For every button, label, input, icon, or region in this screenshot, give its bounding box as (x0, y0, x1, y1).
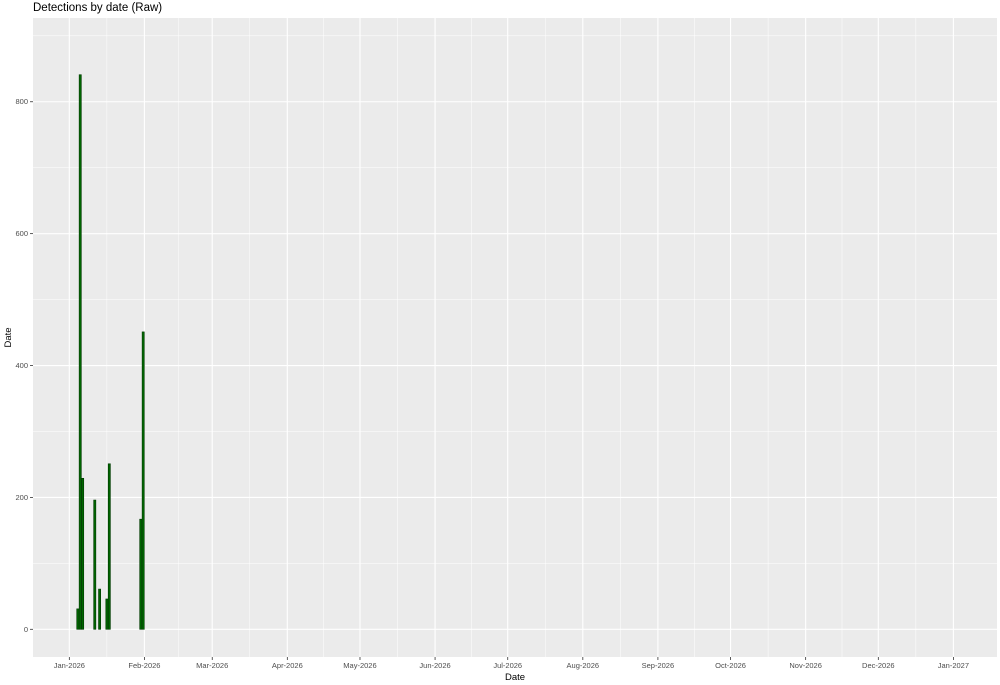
bar (141, 331, 145, 630)
x-tick-label: Feb-2026 (128, 661, 160, 670)
x-tick-label: Jun-2026 (419, 661, 450, 670)
x-tick-label: Apr-2026 (272, 661, 303, 670)
bar (139, 518, 143, 630)
x-axis-label: Date (505, 672, 525, 683)
x-tick-label: Oct-2026 (715, 661, 746, 670)
y-axis-label: Date (3, 327, 14, 347)
plot-panel (33, 18, 997, 657)
y-tick-label: 600 (15, 229, 28, 238)
chart-title: Detections by date (Raw) (33, 2, 163, 14)
x-tick-label: Nov-2026 (789, 661, 822, 670)
gridlines (33, 18, 997, 657)
x-tick-label: May-2026 (343, 661, 376, 670)
x-tick-label: Jul-2026 (493, 661, 522, 670)
y-tick-label: 0 (24, 625, 28, 634)
bar (93, 499, 97, 630)
bar (98, 588, 101, 630)
bar (107, 463, 111, 630)
bar (105, 598, 109, 630)
x-tick-label: Jan-2026 (54, 661, 85, 670)
y-tick-label: 800 (15, 97, 28, 106)
y-tick-label: 200 (15, 493, 28, 502)
bar (76, 608, 80, 630)
x-tick-label: Aug-2026 (567, 661, 600, 670)
x-tick-label: Mar-2026 (196, 661, 228, 670)
x-tick-label: Sep-2026 (642, 661, 675, 670)
x-tick-label: Jan-2027 (938, 661, 969, 670)
bars (76, 74, 145, 630)
x-tick-label: Dec-2026 (862, 661, 895, 670)
bar (78, 74, 82, 630)
axes: 0 200 400 600 800 Jan-2026 Feb-2026 Mar-2026 Apr… (15, 97, 969, 670)
bar (81, 477, 85, 630)
y-tick-label: 400 (15, 361, 28, 370)
